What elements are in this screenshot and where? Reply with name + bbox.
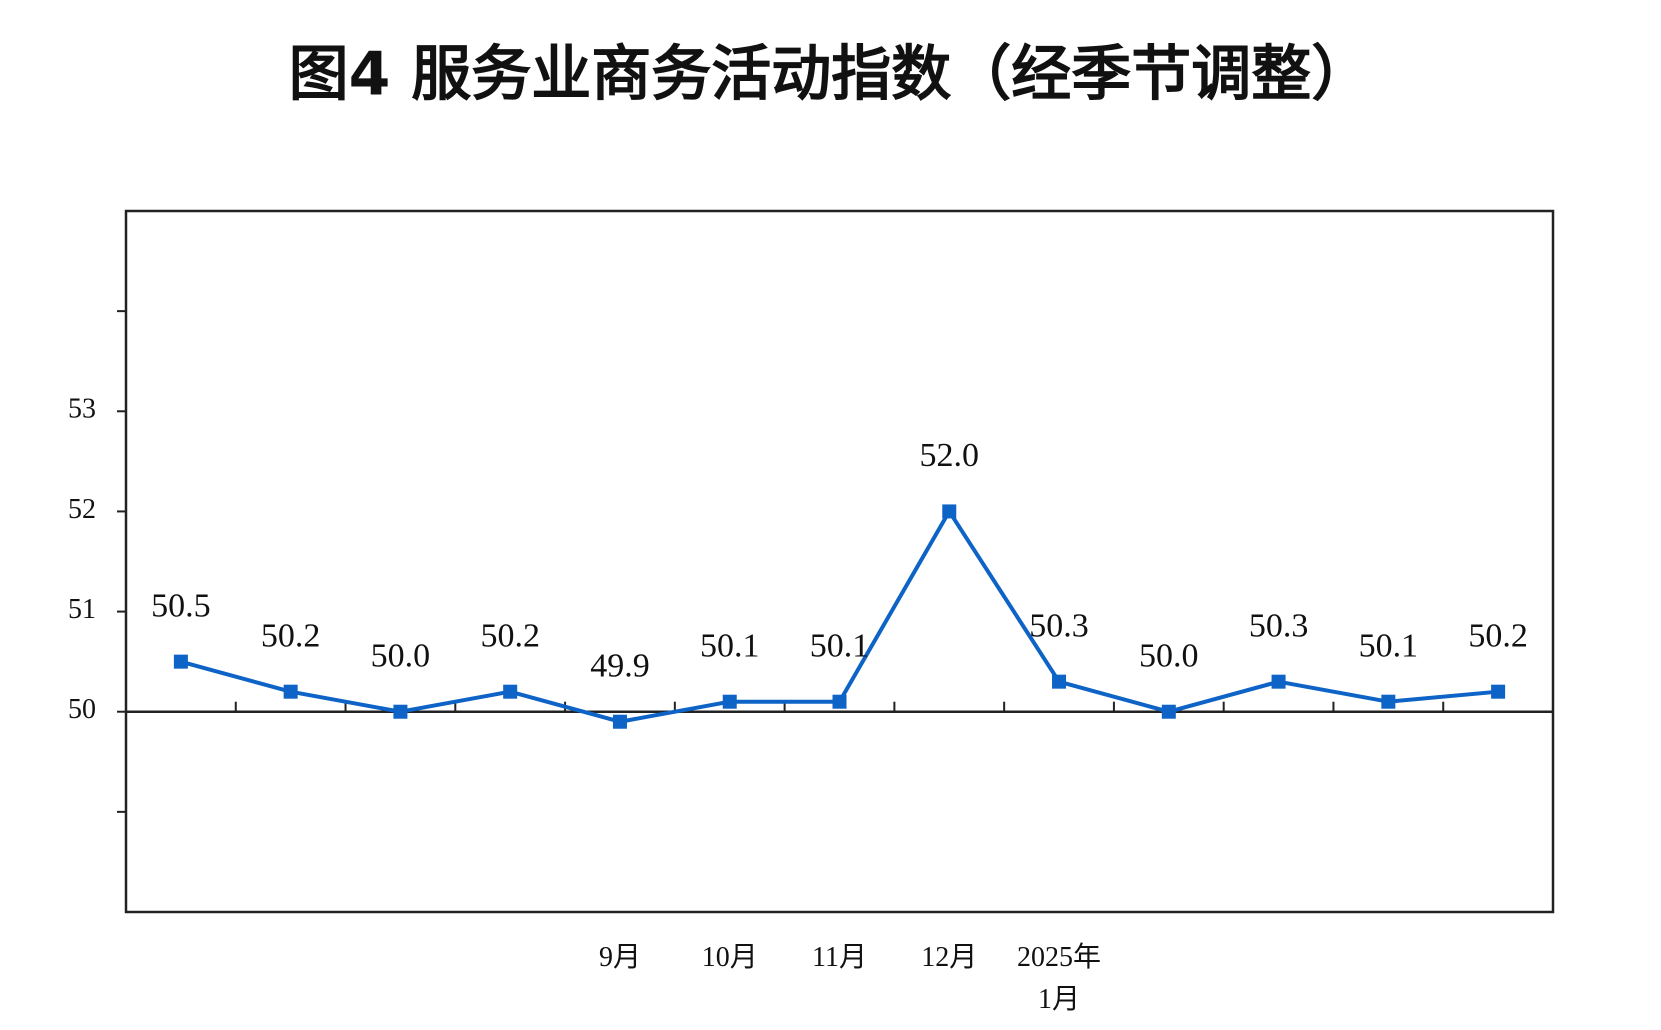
- value-label: 52.0: [920, 437, 980, 474]
- y-tick-label: 52: [68, 494, 96, 525]
- value-label: 49.9: [590, 648, 650, 685]
- marker: [832, 694, 847, 709]
- y-tick-label: 50: [68, 694, 96, 725]
- value-label: 50.1: [700, 627, 760, 664]
- x-tick-label: 9月: [599, 942, 641, 973]
- value-label: 50.1: [810, 627, 870, 664]
- x-tick-label: 11月: [812, 942, 867, 973]
- value-label: 50.2: [261, 617, 321, 654]
- chart-title: 图4 服务业商务活动指数（经季节调整）: [289, 40, 1372, 110]
- x-tick-label: 2025年 1月: [1017, 941, 1101, 1015]
- value-label: 50.0: [1139, 638, 1199, 675]
- marker: [393, 704, 408, 719]
- marker: [1381, 694, 1396, 709]
- x-tick-label-line: 12月: [921, 942, 977, 973]
- plot-frame: [124, 209, 1555, 914]
- y-tick-label: 53: [68, 394, 96, 425]
- marker: [942, 504, 957, 519]
- x-tick-label-line: 1月: [1038, 984, 1080, 1015]
- marker: [612, 714, 627, 729]
- marker: [173, 654, 188, 669]
- x-tick-label-line: 9月: [599, 942, 641, 973]
- value-label: 50.3: [1029, 607, 1089, 644]
- x-tick-label-line: 10月: [702, 942, 758, 973]
- marker: [503, 684, 518, 699]
- value-label: 50.0: [371, 638, 431, 675]
- marker: [1271, 674, 1286, 689]
- x-tick-label-line: 11月: [812, 942, 867, 973]
- marker: [722, 694, 737, 709]
- y-tick-label: 51: [68, 594, 96, 625]
- marker: [1052, 674, 1067, 689]
- x-tick-label: 12月: [921, 942, 977, 973]
- x-tick-label: 10月: [702, 942, 758, 973]
- marker: [283, 684, 298, 699]
- marker: [1491, 684, 1506, 699]
- value-label: 50.1: [1359, 627, 1419, 664]
- value-label: 50.5: [151, 587, 211, 624]
- value-label: 50.2: [1468, 617, 1528, 654]
- value-label: 50.2: [480, 617, 540, 654]
- marker: [1161, 704, 1176, 719]
- x-tick-label-line: 2025年: [1017, 941, 1101, 973]
- value-label: 50.3: [1249, 607, 1309, 644]
